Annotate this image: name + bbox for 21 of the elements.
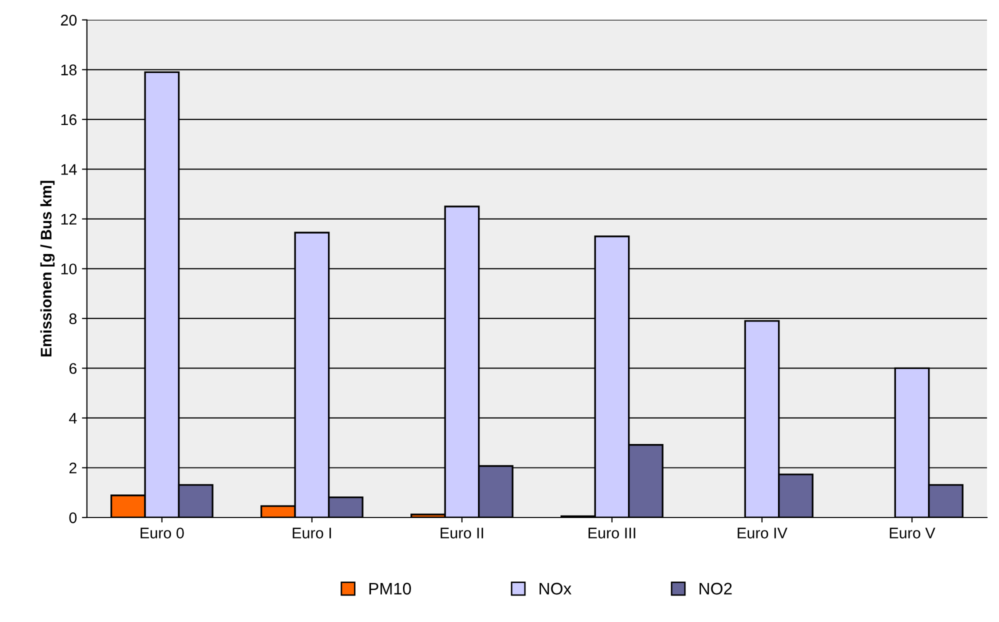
y-tick-label: 0	[69, 512, 77, 524]
y-tick-label: 4	[69, 413, 77, 424]
x-tick-label: Euro III	[588, 528, 636, 538]
y-tick-label: 18	[61, 64, 77, 76]
y-tick-label: 14	[61, 164, 77, 175]
x-tick-label: Euro 0	[140, 528, 184, 538]
x-tick-label: Euro V	[890, 528, 936, 538]
x-tick-label: Euro I	[292, 528, 331, 538]
legend-label: NOx	[540, 582, 572, 595]
x-tick-label: Euro IV	[738, 528, 788, 538]
legend-label: NO2	[700, 582, 732, 595]
y-tick-label: 8	[69, 313, 77, 324]
y-tick-label: 10	[61, 264, 77, 274]
legend-label: PM10	[369, 582, 411, 595]
y-tick-label: 20	[60, 14, 77, 26]
y-tick-label: 6	[69, 363, 77, 374]
x-tick-label: Euro II	[440, 528, 484, 538]
y-tick-label: 12	[61, 214, 76, 224]
y-axis-title: Emissionen [g / Bus km]	[40, 180, 55, 356]
y-tick-label: 16	[61, 114, 77, 126]
y-tick-label: 2	[69, 462, 76, 474]
